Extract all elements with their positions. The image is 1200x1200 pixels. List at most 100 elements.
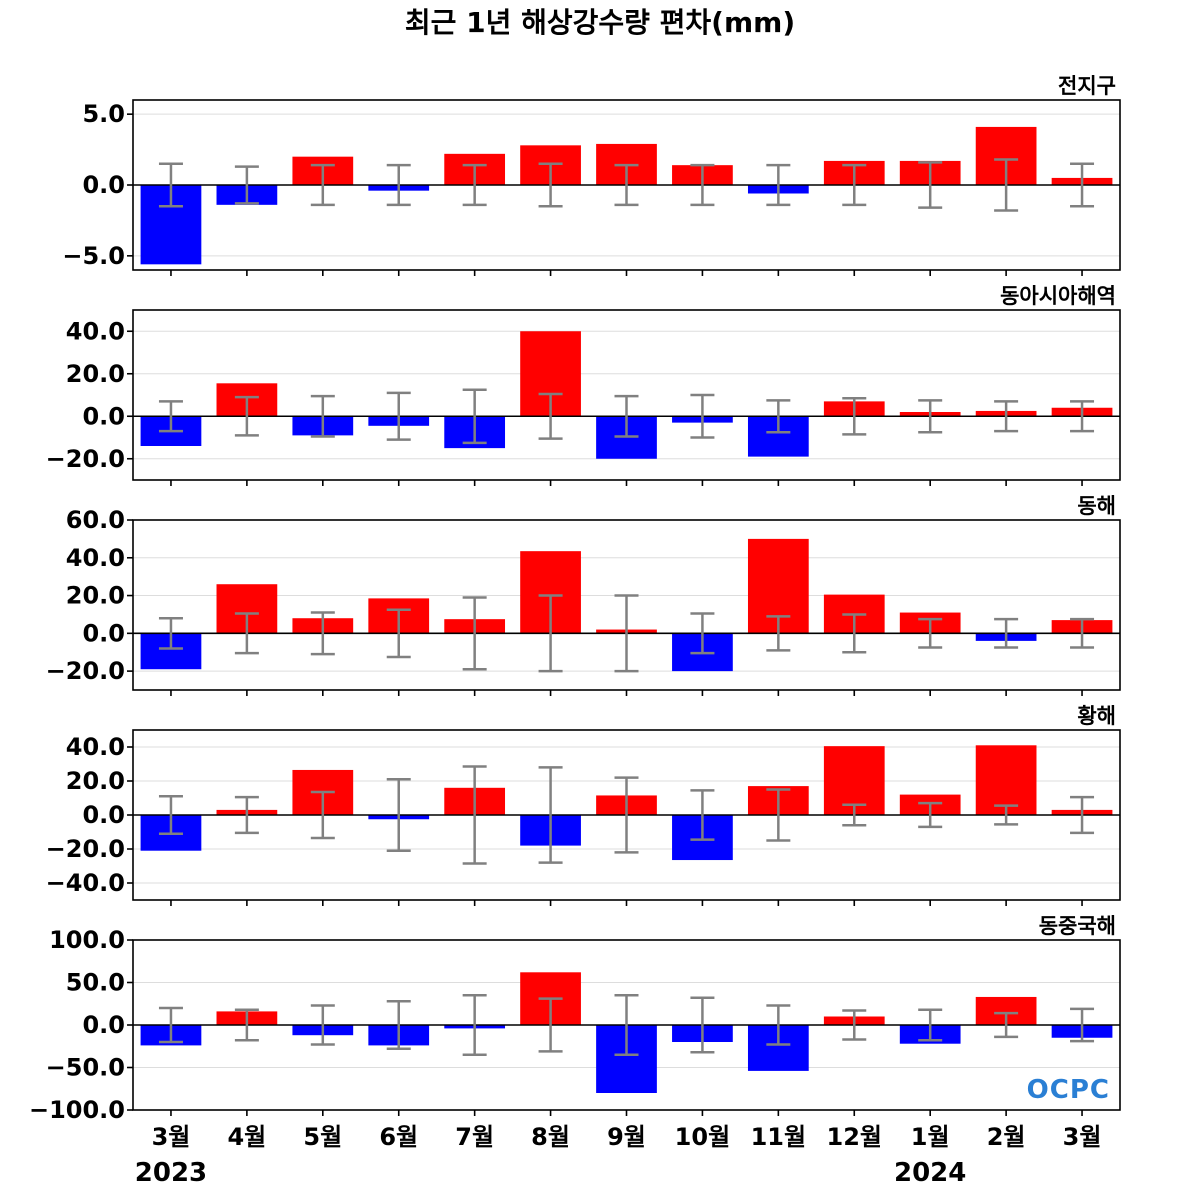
- error-bar: [310, 394, 335, 438]
- error-bar: [1070, 400, 1095, 433]
- error-bar: [690, 996, 715, 1054]
- y-tick-label: 0.0: [82, 171, 125, 199]
- y-tick-label: −20.0: [46, 657, 125, 685]
- error-bar: [234, 795, 259, 835]
- error-bar: [158, 400, 183, 433]
- y-tick-label: 40.0: [66, 544, 125, 572]
- error-bar: [462, 388, 487, 445]
- error-bar: [310, 790, 335, 840]
- y-tick-label: 50.0: [66, 969, 125, 997]
- panel-label: 동아시아해역: [1000, 284, 1116, 308]
- panel-3: −20.0 0.0 20.0 40.0 60.0 동해: [46, 494, 1121, 696]
- error-bar: [918, 161, 943, 209]
- error-bar: [766, 788, 791, 842]
- error-bar: [234, 1008, 259, 1042]
- error-bar: [614, 994, 639, 1056]
- error-bar: [690, 163, 715, 207]
- panel-5: −100.0 −50.0 0.0 50.0 100.0 동중국해: [29, 914, 1121, 1124]
- x-tick-label: 3월: [1063, 1123, 1102, 1151]
- x-tick-label: 4월: [227, 1123, 266, 1151]
- error-bar: [918, 1008, 943, 1042]
- y-tick-label: −40.0: [46, 869, 125, 897]
- x-tick-label: 9월: [607, 1123, 646, 1151]
- error-bar: [538, 997, 563, 1053]
- error-bar: [994, 400, 1019, 433]
- x-tick-label: 6월: [379, 1123, 418, 1151]
- error-bar: [158, 162, 183, 208]
- error-bar: [842, 163, 867, 207]
- year-label: 2024: [894, 1158, 966, 1188]
- error-bar: [614, 776, 639, 854]
- error-bar: [614, 594, 639, 673]
- error-bar: [158, 616, 183, 650]
- x-tick-label: 12월: [827, 1123, 882, 1151]
- y-tick-label: −20.0: [46, 835, 125, 863]
- error-bar: [462, 596, 487, 671]
- y-tick-label: 20.0: [66, 582, 125, 610]
- bar: [823, 746, 885, 815]
- error-bar: [538, 766, 563, 864]
- error-bar: [842, 613, 867, 654]
- error-bar: [386, 163, 411, 207]
- error-bar: [1070, 795, 1095, 835]
- error-bar: [918, 801, 943, 829]
- y-tick-label: 0.0: [82, 402, 125, 430]
- error-bar: [842, 396, 867, 436]
- x-tick-label: 5월: [303, 1123, 342, 1151]
- error-bar: [234, 165, 259, 205]
- panel-label: 동중국해: [1039, 914, 1116, 938]
- x-tick-label: 10월: [675, 1123, 730, 1151]
- error-bar: [386, 778, 411, 852]
- y-tick-label: −100.0: [29, 1096, 125, 1124]
- error-bar: [918, 399, 943, 434]
- error-bar: [158, 1006, 183, 1044]
- y-tick-label: 40.0: [66, 733, 125, 761]
- error-bar: [614, 163, 639, 207]
- error-bar: [538, 392, 563, 440]
- chart-panels: −5.0 0.0 5.0 전지구 −20.0 0.0 20.0 40.0 동아시아해역 −20.0…: [29, 74, 1121, 1124]
- y-tick-label: −5.0: [62, 242, 125, 270]
- y-tick-label: 0.0: [82, 1011, 125, 1039]
- y-tick-label: 0.0: [82, 801, 125, 829]
- x-axis: 3월 4월 5월 6월 7월 8월 9월 10월 11월 12월 1월 2월 3월 2023 2024: [135, 1123, 1102, 1188]
- y-tick-label: 40.0: [66, 317, 125, 345]
- panel-4: −40.0 −20.0 0.0 20.0 40.0 황해: [46, 704, 1121, 906]
- x-tick-label: 7월: [455, 1123, 494, 1151]
- y-tick-label: 5.0: [82, 100, 125, 128]
- y-tick-label: 20.0: [66, 360, 125, 388]
- x-tick-label: 1월: [911, 1123, 950, 1151]
- y-tick-label: 100.0: [49, 926, 125, 954]
- error-bar: [462, 163, 487, 207]
- error-bar: [994, 1011, 1019, 1039]
- error-bar: [994, 617, 1019, 649]
- error-bar: [614, 394, 639, 438]
- error-bar: [1070, 162, 1095, 208]
- error-bar: [690, 789, 715, 841]
- year-label: 2023: [135, 1158, 207, 1188]
- error-bar: [310, 611, 335, 656]
- error-bar: [462, 765, 487, 865]
- error-bar: [690, 393, 715, 439]
- error-bar: [386, 391, 411, 441]
- error-bar: [766, 615, 791, 652]
- error-bar: [690, 612, 715, 655]
- error-bar: [766, 163, 791, 207]
- error-bar: [842, 1009, 867, 1041]
- error-bar: [994, 804, 1019, 826]
- bar: [975, 745, 1037, 815]
- error-bar: [538, 162, 563, 208]
- error-bar: [234, 395, 259, 437]
- error-bar: [766, 1004, 791, 1046]
- x-tick-label: 2월: [987, 1123, 1026, 1151]
- y-tick-label: 20.0: [66, 767, 125, 795]
- error-bar: [842, 803, 867, 827]
- error-bar: [918, 617, 943, 649]
- panel-label: 전지구: [1058, 74, 1116, 98]
- error-bar: [234, 612, 259, 655]
- error-bar: [158, 795, 183, 835]
- panel-label: 동해: [1077, 494, 1116, 518]
- error-bar: [766, 399, 791, 434]
- y-tick-label: −50.0: [46, 1054, 125, 1082]
- error-bar: [538, 594, 563, 673]
